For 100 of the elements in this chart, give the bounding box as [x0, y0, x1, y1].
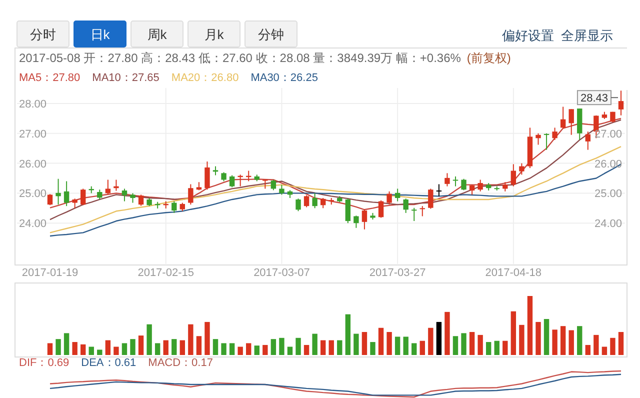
bar [378, 328, 384, 355]
tab-button: 分钟 [244, 20, 298, 48]
tab-button: 周k [130, 20, 184, 48]
bar [270, 339, 276, 355]
bar [154, 343, 160, 355]
text: MA10：27.65 [92, 72, 160, 84]
y-tick-label: 25.00 [19, 188, 47, 200]
bar [594, 334, 599, 355]
bar [568, 330, 574, 355]
bar [510, 311, 516, 355]
bar [287, 346, 293, 355]
bar [428, 328, 434, 355]
bar [519, 324, 524, 355]
bar [618, 332, 624, 355]
bar [97, 350, 102, 355]
bar [72, 342, 78, 355]
bar [238, 346, 243, 355]
bar [312, 334, 318, 355]
y-tick-label: 24.00 [19, 218, 47, 230]
bar [577, 326, 582, 355]
bar [444, 312, 450, 355]
line-series [49, 146, 622, 234]
bar [461, 333, 466, 355]
bar [47, 343, 53, 355]
bar [552, 330, 558, 355]
bar [354, 334, 359, 355]
bar [229, 343, 235, 355]
bar [56, 339, 61, 355]
text: 全屏显示 [561, 28, 613, 43]
text: 偏好设置 [502, 28, 554, 43]
y-tick-label: 28.00 [19, 98, 47, 110]
bar [452, 336, 458, 355]
bar [403, 336, 408, 355]
tab-button: 分时 [16, 20, 70, 48]
bar [212, 339, 218, 355]
value-flag: 28.43 [576, 90, 618, 106]
bar [362, 332, 368, 355]
series-label: DEA：0.61 [81, 357, 136, 369]
bar [254, 346, 260, 355]
bar [345, 314, 351, 355]
bar [502, 340, 508, 355]
x-tick-label: 2017-03-07 [254, 267, 310, 279]
bar [114, 346, 119, 355]
bar [610, 338, 616, 355]
bar [88, 346, 94, 355]
bar [304, 344, 310, 355]
bar [337, 340, 342, 355]
bar [560, 326, 566, 355]
text: (前复权) [466, 51, 511, 65]
bar [320, 340, 326, 355]
chart-subtitle: 2017-05-08 开：27.80 高：28.43 低：27.60 收：28.08 量：3849.39万 幅：+0.36% [19, 51, 462, 65]
bar [486, 342, 492, 355]
bar [602, 346, 608, 355]
y-tick-label: 27.00 [19, 128, 47, 140]
x-tick-label: 2017-03-27 [369, 267, 426, 279]
bar [585, 344, 590, 355]
text: MACD：0.17 [148, 357, 213, 369]
text: MA20：26.80 [171, 72, 239, 84]
bar [544, 319, 550, 355]
bar [262, 344, 268, 355]
y-tick-label: 26.00 [19, 158, 47, 170]
y2-tick-label: 26.00 [594, 158, 622, 170]
tab-button: 日k [74, 20, 126, 48]
text: MA30：26.25 [250, 72, 318, 84]
bar [146, 324, 152, 355]
bar [478, 334, 483, 355]
y2-tick-label: 25.00 [594, 188, 622, 200]
x-tick-label: 2017-04-18 [485, 267, 542, 279]
bar [386, 332, 392, 355]
bar [370, 342, 376, 355]
bar [279, 338, 284, 355]
bar [420, 340, 425, 355]
bar [221, 343, 226, 355]
bar [105, 340, 111, 355]
annotation: 28.43 [580, 92, 608, 105]
bar [536, 322, 541, 355]
bar [188, 324, 194, 355]
bar [527, 296, 533, 355]
bar [328, 340, 334, 355]
bar [494, 340, 500, 355]
bar [163, 340, 168, 355]
bar [394, 336, 400, 355]
bar [196, 336, 202, 355]
series-label: DIF：0.69 [19, 357, 70, 369]
bar [296, 338, 301, 355]
bar [138, 336, 144, 355]
tab-button: 月k [188, 20, 240, 48]
y2-tick-label: 24.00 [594, 218, 622, 230]
bar [204, 322, 210, 355]
bar [64, 333, 70, 355]
bar [436, 322, 442, 355]
bar [172, 339, 177, 355]
bar [469, 332, 475, 355]
bar [246, 343, 252, 355]
x-tick-label: 2017-02-15 [138, 267, 194, 279]
bar [180, 340, 186, 355]
bar [412, 343, 417, 355]
bar [80, 344, 86, 355]
bar [122, 343, 128, 355]
bar [130, 339, 136, 355]
